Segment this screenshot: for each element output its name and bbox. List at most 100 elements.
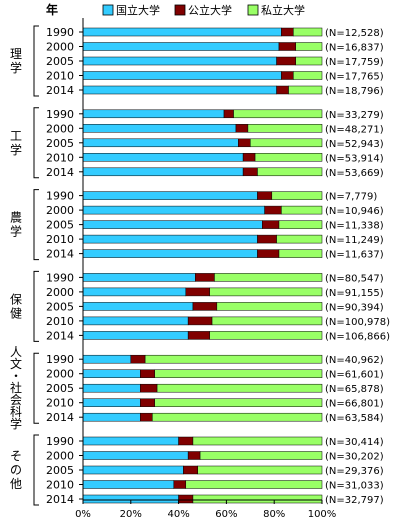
group-2-row-4-seg-2 bbox=[242, 153, 256, 162]
group-3-row-3-n-label: (N=11,338) bbox=[325, 221, 384, 232]
group-4-row-3-year: 2005 bbox=[46, 300, 74, 313]
group-6-row-2-seg-2 bbox=[187, 451, 201, 460]
group-2: 工学 1990 (N=33,279) 2000 (N=48,271) 2005 (N=52,… bbox=[10, 107, 384, 179]
group-2-row-2-seg-2 bbox=[235, 124, 249, 133]
chart-groups: 理学 1990 (N=12,528) 2000 (N=16,837) 2005 (N=17,… bbox=[10, 25, 390, 506]
group-6-row-3-seg-3 bbox=[197, 465, 323, 475]
group-2-row-3-seg-3 bbox=[250, 138, 323, 148]
group-4-row-5-n-label: (N=106,866) bbox=[325, 331, 390, 342]
group-1-row-2-seg-1 bbox=[82, 42, 280, 51]
group-4-row-2-seg-3 bbox=[209, 287, 323, 297]
legend-1-swatch bbox=[102, 4, 114, 16]
group-5-row-3-n-label: (N=65,878) bbox=[325, 384, 384, 395]
group-6-row-3-seg-1 bbox=[82, 465, 184, 475]
group-2-row-1-seg-1 bbox=[82, 109, 225, 119]
x-tick-label-4: 60% bbox=[215, 509, 237, 520]
legend-1-label: 国立大学 bbox=[116, 3, 160, 17]
group-6-row-1-seg-2 bbox=[178, 436, 194, 446]
group-3-row-4-seg-2 bbox=[257, 234, 277, 244]
group-6-row-5-seg-2 bbox=[178, 494, 194, 504]
group-5-row-1-n-label: (N=40,962) bbox=[325, 355, 384, 366]
group-6-row-4-seg-3 bbox=[185, 480, 323, 489]
group-2-bracket bbox=[33, 107, 39, 179]
group-2-row-5-year: 2014 bbox=[46, 166, 74, 179]
group-6-row-1-year: 1990 bbox=[46, 435, 74, 448]
group-4: 保健 1990 (N=80,547) 2000 (N=91,155) 2005 (N=90,… bbox=[10, 270, 390, 342]
group-1-label: 理学 bbox=[10, 47, 22, 75]
group-4-row-4-year: 2010 bbox=[46, 315, 74, 328]
group-5-bracket bbox=[33, 352, 39, 424]
group-4-row-1-seg-2 bbox=[195, 273, 215, 282]
legend: 年 国立大学 公立大学 私立大学 bbox=[46, 2, 305, 17]
group-1-row-5-seg-1 bbox=[82, 85, 277, 95]
group-3-row-5-seg-2 bbox=[257, 249, 280, 258]
group-4-row-5-seg-3 bbox=[209, 331, 323, 340]
group-3-row-5-seg-1 bbox=[82, 249, 258, 258]
group-5-row-5-year: 2014 bbox=[46, 411, 74, 424]
group-2-row-4-seg-3 bbox=[254, 153, 323, 162]
x-tick-label-1: 0% bbox=[75, 509, 91, 520]
group-5-row-4-seg-1 bbox=[82, 398, 141, 407]
group-5-row-2-year: 2000 bbox=[46, 368, 74, 381]
group-5-row-1-seg-3 bbox=[144, 354, 323, 364]
group-5-row-3-seg-3 bbox=[156, 383, 323, 393]
group-2-label: 工学 bbox=[10, 129, 22, 157]
group-6-row-5-year: 2014 bbox=[46, 493, 74, 506]
group-5-label: 人文・社会科学 bbox=[10, 345, 22, 431]
x-axis: 0% 20% 40% 60% 80% 100% bbox=[75, 18, 336, 520]
group-1-bracket bbox=[33, 25, 39, 97]
group-1-row-3-seg-3 bbox=[295, 56, 323, 66]
group-3-row-1-seg-2 bbox=[257, 191, 273, 200]
legend-2-label: 公立大学 bbox=[188, 3, 232, 17]
group-4-row-3-seg-3 bbox=[216, 302, 323, 311]
legend-2-swatch bbox=[174, 4, 186, 16]
group-4-row-5-year: 2014 bbox=[46, 329, 74, 342]
group-4-label: 保健 bbox=[10, 292, 22, 320]
group-2-row-1-year: 1990 bbox=[46, 108, 74, 121]
group-4-bracket bbox=[33, 270, 39, 342]
group-4-row-3-seg-1 bbox=[82, 302, 194, 311]
group-5-row-2-n-label: (N=61,601) bbox=[325, 370, 384, 381]
group-6-row-4-seg-2 bbox=[173, 480, 187, 489]
x-tick-label-6: 100% bbox=[308, 509, 337, 520]
group-3-row-2-seg-1 bbox=[82, 205, 265, 215]
group-3-row-3-seg-1 bbox=[82, 220, 263, 229]
group-4-row-1-seg-1 bbox=[82, 273, 196, 282]
group-1-row-1-seg-3 bbox=[293, 27, 323, 37]
group-2-row-3-year: 2005 bbox=[46, 137, 74, 150]
group-5-row-4-seg-2 bbox=[140, 398, 155, 407]
group-3-bracket bbox=[33, 189, 39, 261]
legend-3-label: 私立大学 bbox=[261, 3, 305, 17]
group-3-row-3-seg-3 bbox=[278, 220, 323, 229]
group-5-row-4-year: 2010 bbox=[46, 397, 74, 410]
group-2-row-1-n-label: (N=33,279) bbox=[325, 110, 384, 121]
group-2-row-3-n-label: (N=52,943) bbox=[325, 139, 384, 150]
group-1-row-1-n-label: (N=12,528) bbox=[325, 28, 384, 39]
group-4-row-4-seg-3 bbox=[211, 316, 323, 326]
group-4-row-3-n-label: (N=90,394) bbox=[325, 302, 384, 313]
group-1: 理学 1990 (N=12,528) 2000 (N=16,837) 2005 (N=17,… bbox=[10, 25, 384, 97]
group-6-row-4-year: 2010 bbox=[46, 479, 74, 492]
group-1-row-4-seg-1 bbox=[82, 71, 282, 80]
group-1-row-5-n-label: (N=18,796) bbox=[325, 86, 384, 97]
group-3-row-2-seg-2 bbox=[264, 205, 282, 215]
group-2-row-4-seg-1 bbox=[82, 153, 244, 162]
group-6-row-3-seg-2 bbox=[183, 465, 198, 475]
group-5-row-5-seg-2 bbox=[140, 412, 153, 422]
group-5-row-5-n-label: (N=63,584) bbox=[325, 413, 384, 424]
group-4-row-1-year: 1990 bbox=[46, 271, 74, 284]
group-2-row-2-n-label: (N=48,271) bbox=[325, 124, 384, 135]
group-2-row-5-seg-2 bbox=[242, 167, 258, 177]
group-1-row-4-seg-2 bbox=[281, 71, 294, 80]
group-3-row-1-n-label: (N=7,779) bbox=[325, 192, 377, 203]
group-3-row-4-seg-1 bbox=[82, 234, 258, 244]
group-4-row-5-seg-1 bbox=[82, 331, 189, 340]
group-3-row-2-n-label: (N=10,946) bbox=[325, 206, 384, 217]
group-6: その他 1990 (N=30,414) 2000 (N=30,202) 2005 (N=29… bbox=[10, 434, 384, 506]
group-2-row-5-seg-1 bbox=[82, 167, 244, 177]
group-2-row-5-n-label: (N=53,669) bbox=[325, 168, 384, 179]
group-5-row-4-seg-3 bbox=[154, 398, 323, 407]
group-6-row-3-year: 2005 bbox=[46, 464, 74, 477]
group-4-row-4-seg-1 bbox=[82, 316, 189, 326]
group-6-bracket bbox=[33, 434, 39, 506]
